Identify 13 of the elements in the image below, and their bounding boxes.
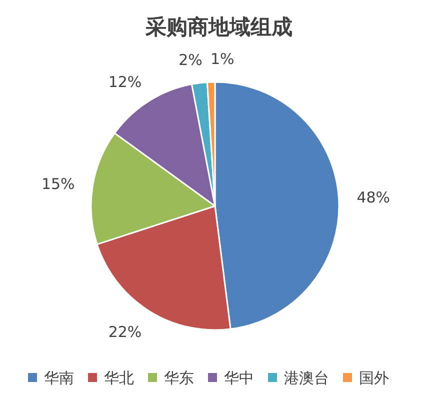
legend-label: 华南 <box>44 369 74 387</box>
data-label: 48% <box>356 188 390 207</box>
data-label: 15% <box>41 174 75 193</box>
data-label: 12% <box>108 73 142 92</box>
legend-label: 华东 <box>164 369 194 387</box>
data-label: 1% <box>210 50 234 68</box>
data-label: 22% <box>108 322 142 341</box>
legend-label: 国外 <box>359 369 389 387</box>
legend-label: 华中 <box>224 369 254 387</box>
legend-label: 华北 <box>104 369 134 387</box>
chart-title: 采购商地域组成 <box>144 14 292 39</box>
legend-label: 港澳台 <box>284 369 329 387</box>
data-label: 2% <box>178 51 202 70</box>
